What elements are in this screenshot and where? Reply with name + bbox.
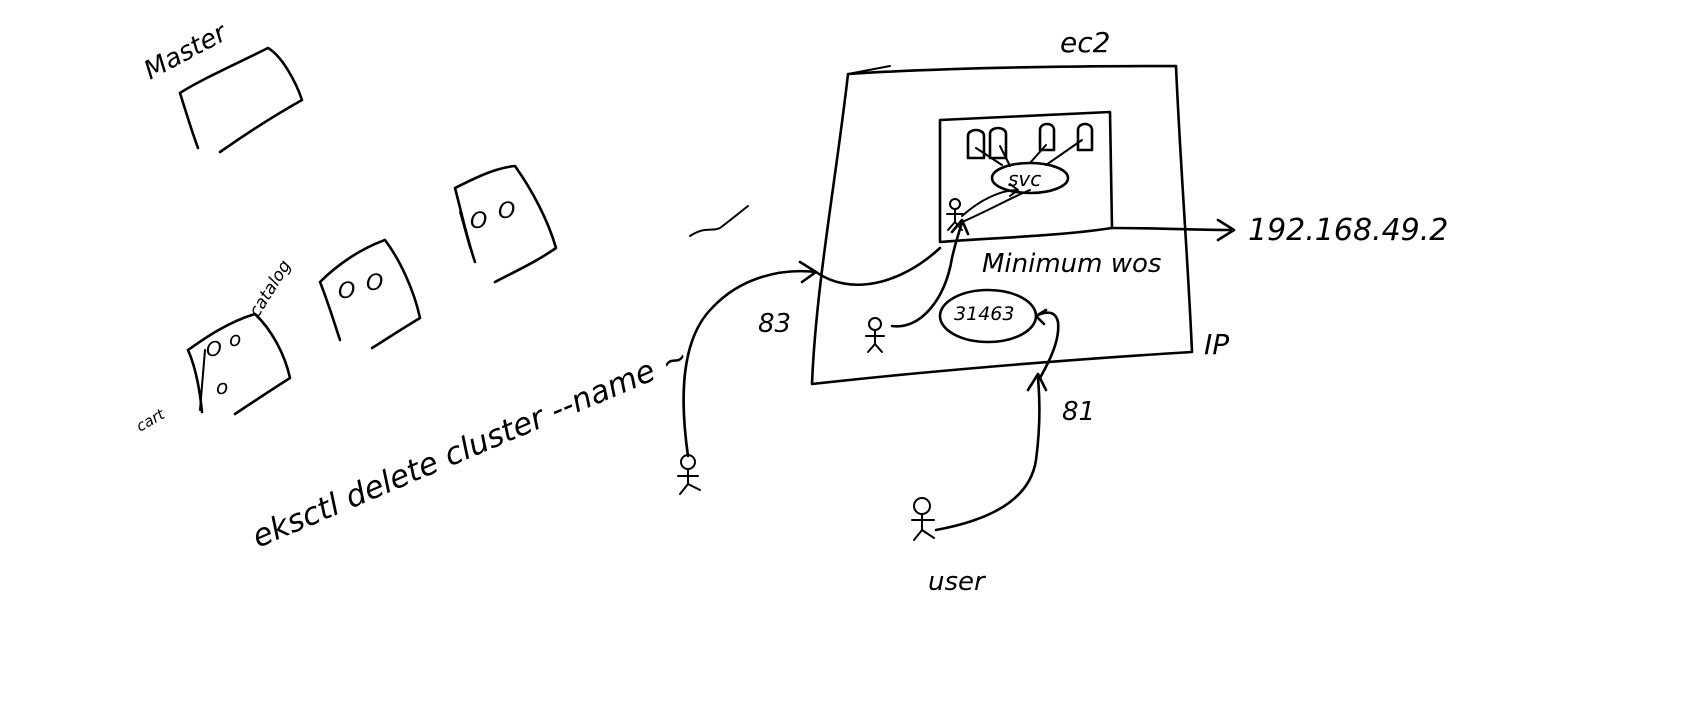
stick-figure-icon bbox=[946, 198, 964, 231]
cart-label: cart bbox=[133, 405, 169, 436]
nodeport-label: 31463 bbox=[954, 303, 1014, 325]
minikube-box bbox=[938, 110, 1114, 244]
pod-icon: O bbox=[366, 271, 383, 296]
pod-icon bbox=[988, 126, 1008, 160]
squiggle-mark bbox=[689, 205, 749, 237]
worker-node-cart: O o o cart bbox=[133, 312, 292, 436]
pod-icon bbox=[1038, 122, 1056, 152]
catalog-label: catalog bbox=[245, 257, 295, 321]
pod-icon: O bbox=[338, 279, 355, 304]
eksctl-command: eksctl delete cluster --name ~ bbox=[247, 339, 693, 556]
ip-label: IP bbox=[1204, 328, 1229, 361]
ec2-instance: ec2 bbox=[810, 26, 1194, 386]
traffic-arrow-83 bbox=[682, 246, 942, 458]
traffic-arrow-81 bbox=[934, 372, 1048, 532]
arrow-icon bbox=[961, 183, 1019, 217]
node-box-icon bbox=[186, 312, 292, 416]
ec2-label: ec2 bbox=[1060, 26, 1110, 59]
worker-node-3: O O bbox=[453, 164, 558, 284]
user-label: user bbox=[928, 567, 987, 597]
minikube-node: svc bbox=[938, 110, 1114, 244]
master-node-box bbox=[178, 46, 304, 154]
pod-icon bbox=[966, 128, 986, 160]
stick-figure-icon bbox=[865, 317, 885, 353]
arrow-icon bbox=[890, 218, 970, 328]
pod-icon: O bbox=[470, 209, 487, 234]
pod-icon: O bbox=[498, 199, 515, 224]
stick-figure-icon bbox=[911, 497, 935, 541]
ec2-box bbox=[810, 64, 1194, 386]
pods-group bbox=[966, 122, 1094, 160]
pod-icon bbox=[1076, 122, 1094, 152]
pod-icon: o bbox=[216, 375, 228, 399]
node-box-icon bbox=[318, 238, 422, 350]
minikube-host-label: Minimum wos bbox=[982, 249, 1161, 279]
pod-icon: O bbox=[206, 337, 222, 361]
master-node: Master bbox=[139, 17, 304, 154]
port-81-label: 81 bbox=[1062, 397, 1095, 427]
master-label: Master bbox=[139, 17, 234, 86]
ip-address: 192.168.49.2 bbox=[1248, 213, 1448, 248]
pod-icon: o bbox=[229, 327, 241, 351]
port-83-label: 83 bbox=[758, 309, 791, 339]
ip-arrow bbox=[1110, 218, 1236, 242]
stick-figure-icon bbox=[677, 454, 701, 495]
worker-node-catalog: O O bbox=[318, 238, 422, 350]
